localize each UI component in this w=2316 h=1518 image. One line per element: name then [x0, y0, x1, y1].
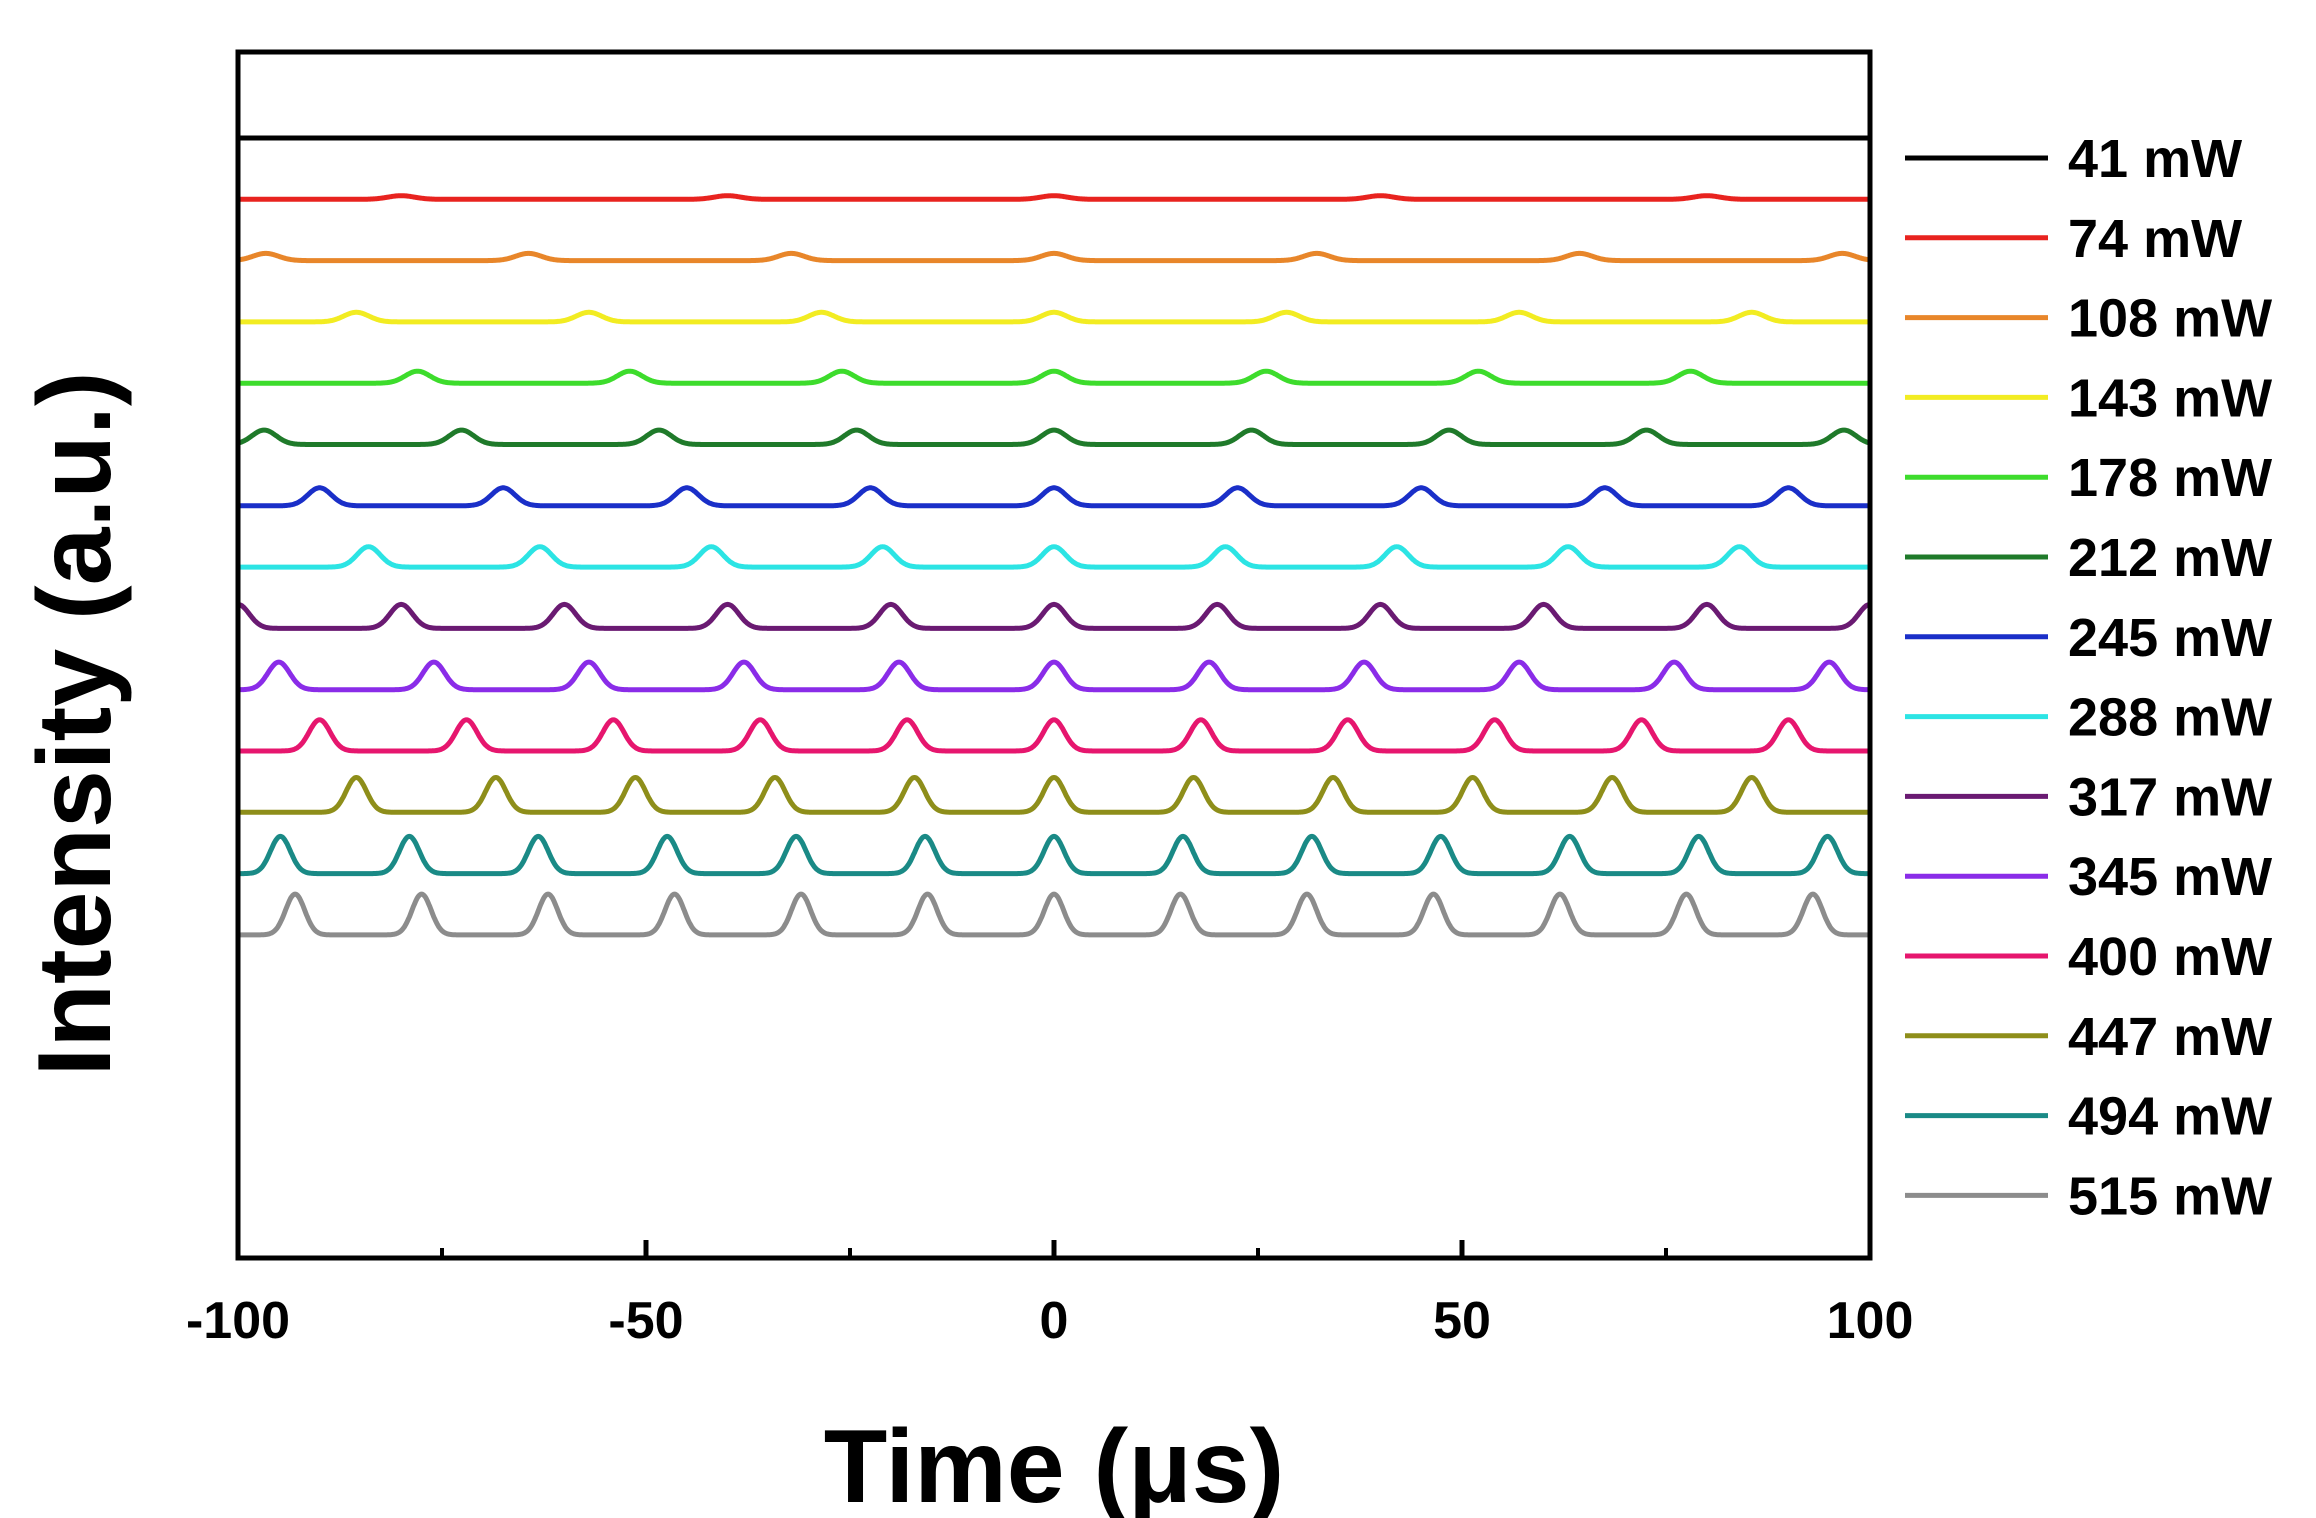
series-line-108-mw: [236, 250, 1872, 264]
legend: 41 mW 74 mW 108 mW 143 mW 178 mW 212 mW 245 mW…: [1905, 129, 2272, 1226]
legend-label: 447 mW: [2068, 1007, 2272, 1067]
series-line-178-mw: [236, 368, 1872, 386]
legend-label: 400 mW: [2068, 927, 2272, 987]
legend-label: 41 mW: [2068, 129, 2242, 189]
x-tick-label: 50: [1433, 1292, 1491, 1350]
series-line-447-mw: [236, 775, 1872, 815]
legend-label: 288 mW: [2068, 688, 2272, 748]
series-line-288-mw: [236, 544, 1872, 570]
series-line-345-mw: [236, 659, 1872, 693]
series-line-245-mw: [236, 485, 1872, 509]
series-line-143-mw: [236, 309, 1872, 325]
x-tick-label: -50: [608, 1292, 683, 1350]
series-line-317-mw: [236, 601, 1872, 631]
series-line-515-mw: [236, 891, 1872, 938]
series-line-212-mw: [236, 427, 1872, 447]
y-axis-title: Intensity (a.u.): [17, 372, 133, 1077]
series-line-494-mw: [236, 833, 1872, 877]
legend-label: 178 mW: [2068, 448, 2272, 508]
legend-label: 74 mW: [2068, 209, 2242, 269]
x-axis-title: Time (μs): [824, 1409, 1284, 1518]
legend-label: 143 mW: [2068, 368, 2272, 428]
plot-area-frame: [235, 49, 1873, 1261]
x-tick-label: 100: [1827, 1292, 1914, 1350]
x-tick-label: -100: [186, 1292, 290, 1350]
legend-label: 345 mW: [2068, 847, 2272, 907]
legend-label: 494 mW: [2068, 1087, 2272, 1147]
legend-label: 108 mW: [2068, 289, 2272, 349]
legend-label: 245 mW: [2068, 608, 2272, 668]
series-line-400-mw: [236, 717, 1872, 754]
x-axis: -100 -50 0 50 100: [186, 1240, 1913, 1350]
legend-label: 317 mW: [2068, 767, 2272, 827]
legend-label: 212 mW: [2068, 528, 2272, 588]
series-layer: [236, 135, 1872, 938]
legend-label: 515 mW: [2068, 1166, 2272, 1226]
series-line-74-mw: [236, 193, 1872, 202]
x-tick-label: 0: [1040, 1292, 1069, 1350]
